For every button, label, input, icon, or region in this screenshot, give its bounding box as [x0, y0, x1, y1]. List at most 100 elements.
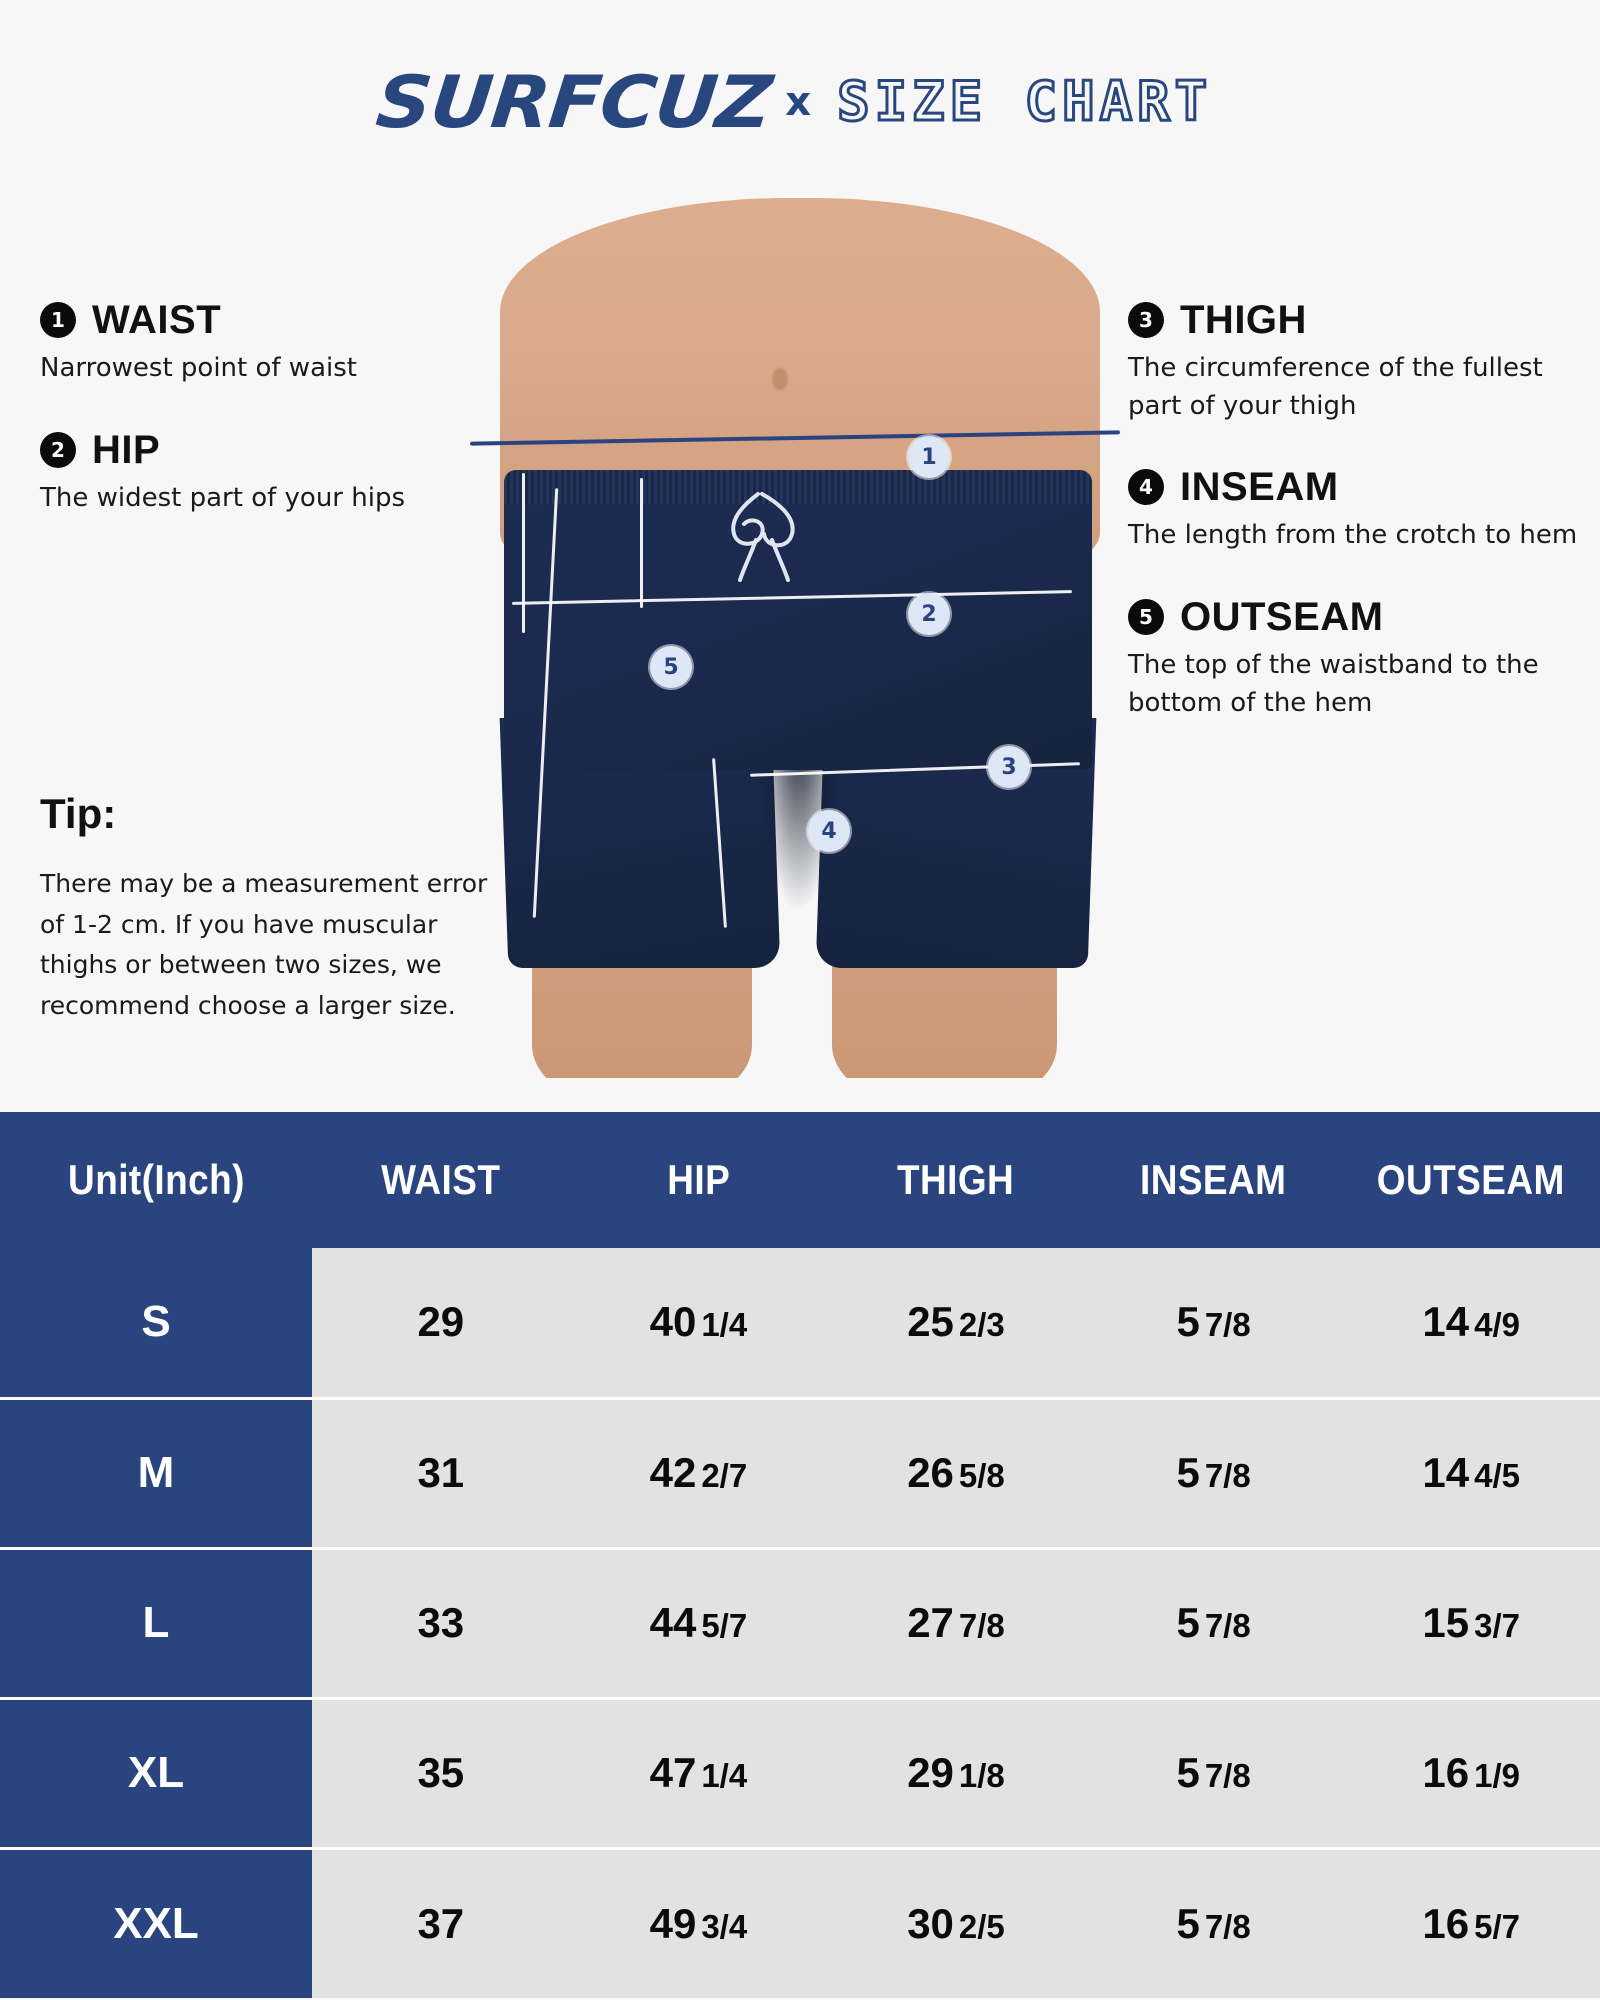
- header-separator: x: [785, 79, 812, 125]
- cell-waist: 31: [312, 1398, 570, 1550]
- value-fraction: 5/7: [1474, 1907, 1520, 1945]
- cell-value: 37: [417, 1900, 464, 1948]
- cell-hip: 40 1/4: [569, 1248, 828, 1400]
- column-header-thigh-label: THIGH: [897, 1156, 1015, 1203]
- table-body: S 29 40 1/4 25 2/3 5 7/8 14 4/9 M 31 42 2/7 26 5/8 5 7/8 1…: [0, 1248, 1600, 1998]
- measurement-title-inseam: INSEAM: [1180, 465, 1339, 510]
- value-fraction: 2/3: [958, 1306, 1005, 1344]
- thigh-marker: 3: [988, 746, 1030, 788]
- column-header-waist-label: WAIST: [381, 1156, 501, 1203]
- value-whole: 5: [1176, 1749, 1200, 1796]
- table-row: M 31 42 2/7 26 5/8 5 7/8 14 4/5: [0, 1398, 1600, 1550]
- value-fraction: 1/4: [701, 1757, 748, 1794]
- cell-inseam: 5 7/8: [1084, 1248, 1343, 1400]
- cell-value: 42 2/7: [650, 1449, 748, 1497]
- left-measurement-column: 1 WAIST Narrowest point of waist 2 HIP T…: [40, 300, 480, 559]
- cell-inseam: 5 7/8: [1084, 1548, 1343, 1700]
- cell-value: 44 5/7: [650, 1599, 748, 1647]
- drawstring: [700, 490, 850, 582]
- cell-waist: 37: [312, 1848, 570, 1998]
- cell-value: 33: [417, 1599, 464, 1647]
- value-whole: 26: [907, 1449, 954, 1496]
- table-row: XXL 37 49 3/4 30 2/5 5 7/8 16 5/7: [0, 1848, 1600, 1998]
- cell-value: 35: [417, 1749, 464, 1797]
- cell-outseam: 14 4/5: [1342, 1398, 1600, 1550]
- cell-hip: 49 3/4: [569, 1848, 828, 1998]
- value-fraction: 7/8: [958, 1607, 1005, 1644]
- value-whole: 27: [907, 1599, 954, 1646]
- cell-value: 14 4/9: [1422, 1298, 1520, 1346]
- cell-value: 25 2/3: [907, 1298, 1005, 1346]
- cell-value: 30 2/5: [907, 1900, 1005, 1948]
- cell-thigh: 26 5/8: [827, 1398, 1085, 1550]
- cell-value: 31: [417, 1449, 464, 1497]
- value-whole: 25: [907, 1298, 954, 1346]
- measurement-heading: 4 INSEAM: [1128, 467, 1588, 507]
- value-whole: 14: [1422, 1298, 1470, 1346]
- measurement-desc-inseam: The length from the crotch to hem: [1128, 520, 1578, 551]
- measurement-desc-thigh: The circumference of the fullest part of…: [1128, 353, 1543, 421]
- value-whole: 44: [649, 1599, 697, 1646]
- measurement-title-hip: HIP: [92, 427, 161, 472]
- measurement-title-outseam: OUTSEAM: [1180, 595, 1384, 640]
- value-whole: 5: [1176, 1298, 1200, 1346]
- cell-value: 14 4/5: [1422, 1449, 1520, 1497]
- cell-thigh: 30 2/5: [827, 1848, 1085, 1998]
- value-fraction: 5/8: [958, 1457, 1005, 1494]
- value-whole: 14: [1422, 1449, 1470, 1496]
- value-fraction: 1/9: [1474, 1757, 1520, 1794]
- value-fraction: 2/5: [958, 1907, 1005, 1945]
- inseam-marker: 4: [808, 810, 850, 852]
- value-whole: 37: [417, 1899, 465, 1947]
- measurement-heading: 5 OUTSEAM: [1128, 597, 1588, 637]
- column-header-outseam: OUTSEAM: [1342, 1112, 1600, 1248]
- value-whole: 5: [1176, 1599, 1200, 1646]
- cell-value: 5 7/8: [1176, 1599, 1250, 1647]
- value-whole: 15: [1422, 1599, 1470, 1646]
- tip-description: There may be a measurement error of 1-2 …: [40, 869, 488, 1020]
- cell-outseam: 14 4/9: [1342, 1248, 1600, 1400]
- cell-value: 5 7/8: [1176, 1449, 1250, 1497]
- cell-outseam: 16 1/9: [1342, 1698, 1600, 1850]
- cell-size: S: [0, 1248, 312, 1400]
- cell-value: 49 3/4: [650, 1900, 748, 1948]
- shorts-body: [504, 470, 1092, 770]
- table-row: XL 35 47 1/4 29 1/8 5 7/8 16 1/9: [0, 1698, 1600, 1850]
- cell-inseam: 5 7/8: [1084, 1698, 1343, 1850]
- value-whole: 49: [649, 1899, 697, 1947]
- measurement-desc-waist: Narrowest point of waist: [40, 353, 357, 383]
- cell-hip: 44 5/7: [569, 1548, 828, 1700]
- cell-hip: 42 2/7: [569, 1398, 828, 1550]
- cell-value: 29 1/8: [907, 1749, 1005, 1797]
- measurement-item-waist: 1 WAIST Narrowest point of waist: [40, 300, 480, 388]
- number-badge-2: 2: [40, 431, 76, 468]
- table-header: Unit(Inch) WAIST HIP THIGH INSEAM OUTSEA…: [0, 1112, 1600, 1248]
- value-whole: 30: [907, 1899, 954, 1947]
- cell-value: 47 1/4: [650, 1749, 748, 1797]
- cell-value: 40 1/4: [650, 1298, 748, 1346]
- cell-value: 26 5/8: [907, 1449, 1005, 1497]
- cell-size: XL: [0, 1698, 312, 1850]
- cell-value: 5 7/8: [1176, 1749, 1250, 1797]
- page-title: SIZE CHART: [836, 70, 1213, 133]
- column-header-inseam-label: INSEAM: [1140, 1156, 1287, 1203]
- side-guide-line: [640, 478, 643, 608]
- cell-value: 16 5/7: [1422, 1900, 1520, 1948]
- value-whole: 40: [649, 1298, 697, 1346]
- cell-outseam: 16 5/7: [1342, 1848, 1600, 1998]
- cell-size: M: [0, 1398, 312, 1550]
- column-header-hip: HIP: [569, 1112, 828, 1248]
- cell-outseam: 15 3/7: [1342, 1548, 1600, 1700]
- measurement-item-hip: 2 HIP The widest part of your hips: [40, 430, 480, 518]
- number-badge-5: 5: [1128, 599, 1164, 636]
- product-photo: 1 2 3 4 5: [460, 198, 1140, 1078]
- column-header-unit-label: Unit(Inch): [67, 1156, 245, 1203]
- cell-thigh: 29 1/8: [827, 1698, 1085, 1850]
- measurement-desc-hip: The widest part of your hips: [40, 482, 406, 513]
- value-whole: 42: [649, 1449, 697, 1496]
- value-whole: 5: [1176, 1449, 1200, 1496]
- measurement-item-outseam: 5 OUTSEAM The top of the waistband to th…: [1128, 597, 1588, 722]
- cell-hip: 47 1/4: [569, 1698, 828, 1850]
- value-fraction: 5/7: [701, 1607, 748, 1644]
- right-measurement-column: 3 THIGH The circumference of the fullest…: [1128, 300, 1588, 764]
